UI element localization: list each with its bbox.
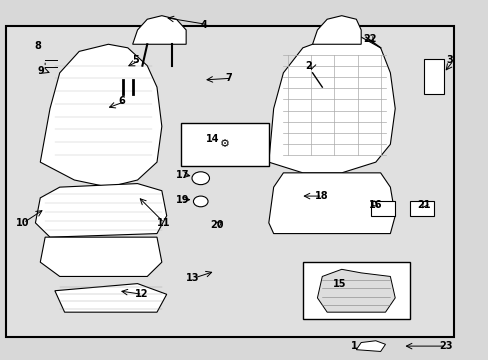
Text: 5: 5 — [132, 55, 139, 65]
Text: 3: 3 — [446, 55, 452, 65]
Text: 9: 9 — [38, 66, 44, 76]
Text: ⚙: ⚙ — [220, 139, 229, 149]
Text: 7: 7 — [224, 73, 231, 83]
Polygon shape — [132, 16, 186, 44]
Text: 15: 15 — [332, 279, 346, 289]
Text: 11: 11 — [157, 218, 170, 228]
Polygon shape — [35, 184, 166, 237]
Polygon shape — [268, 173, 394, 234]
Polygon shape — [317, 269, 394, 312]
Text: 8: 8 — [34, 41, 41, 51]
Bar — [424, 59, 443, 94]
Text: 14: 14 — [206, 134, 219, 144]
Text: 20: 20 — [210, 220, 224, 230]
FancyBboxPatch shape — [181, 123, 268, 166]
Polygon shape — [40, 44, 162, 187]
Text: 12: 12 — [135, 289, 148, 299]
Bar — [409, 202, 433, 216]
Text: 6: 6 — [118, 96, 124, 107]
Text: 19: 19 — [176, 195, 189, 204]
Text: 1: 1 — [350, 341, 357, 351]
Circle shape — [193, 196, 207, 207]
Text: 13: 13 — [186, 273, 199, 283]
Text: 22: 22 — [363, 34, 376, 44]
Polygon shape — [40, 237, 162, 276]
Text: 17: 17 — [176, 170, 189, 180]
Circle shape — [192, 172, 209, 185]
Text: 16: 16 — [368, 200, 381, 210]
Polygon shape — [55, 284, 166, 312]
Polygon shape — [356, 341, 385, 351]
FancyBboxPatch shape — [302, 262, 409, 319]
Polygon shape — [268, 37, 394, 173]
Text: 23: 23 — [438, 341, 451, 351]
Text: 10: 10 — [16, 218, 29, 228]
Text: 4: 4 — [201, 19, 207, 30]
Text: 21: 21 — [416, 200, 430, 210]
Bar — [370, 202, 394, 216]
Bar — [6, 26, 453, 337]
Polygon shape — [312, 16, 361, 44]
Text: 18: 18 — [314, 191, 328, 201]
Text: 2: 2 — [305, 61, 311, 71]
